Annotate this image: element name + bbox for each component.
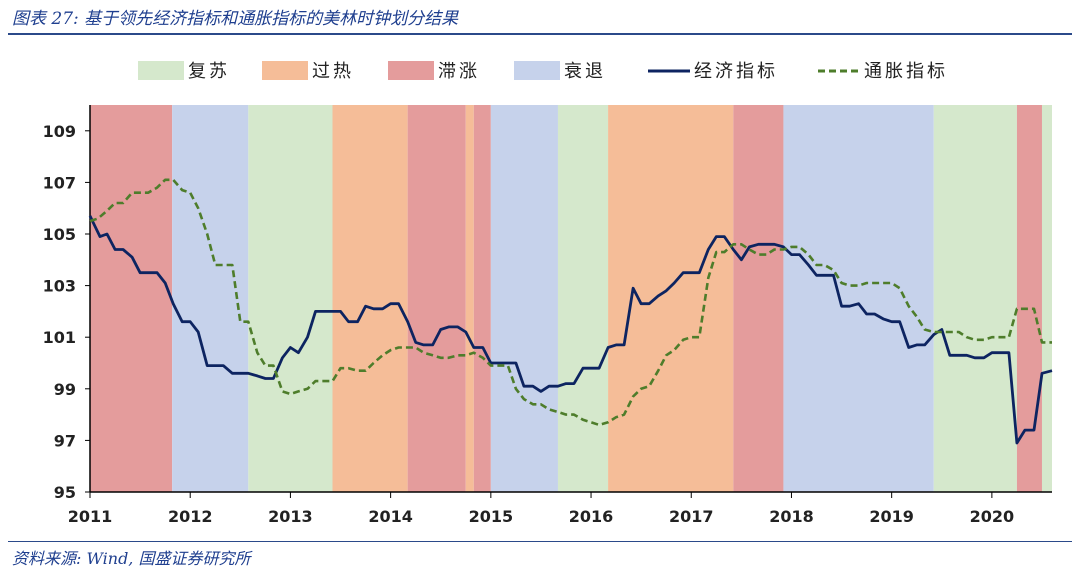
phase-band-7 — [490, 105, 558, 492]
legend-label-5: 通胀指标 — [864, 61, 948, 82]
legend-swatch-1 — [262, 61, 308, 80]
y-tick-label-6: 107 — [43, 173, 76, 192]
phase-band-5 — [465, 105, 474, 492]
phase-band-0 — [90, 105, 173, 492]
legend-label-0: 复苏 — [188, 61, 230, 82]
phase-band-11 — [783, 105, 934, 492]
x-tick-label-2: 2013 — [268, 507, 313, 526]
merrill-clock-chart: 95 97 99 101 103 105 107 109 2011 2012 2013 2014 201… — [43, 105, 1053, 526]
title-rule — [8, 33, 1072, 35]
phase-band-4 — [407, 105, 466, 492]
y-tick-label-2: 99 — [54, 380, 76, 399]
x-tick-label-8: 2019 — [869, 507, 914, 526]
legend-swatch-3 — [514, 61, 560, 80]
x-tick-label-4: 2015 — [469, 507, 514, 526]
legend-label-3: 衰退 — [564, 61, 606, 82]
phase-band-12 — [933, 105, 1017, 492]
y-tick-label-0: 95 — [54, 483, 76, 502]
y-tick-label-3: 101 — [43, 328, 76, 347]
series-lines — [88, 178, 1053, 445]
phase-band-9 — [608, 105, 734, 492]
y-tick-label-7: 109 — [43, 122, 76, 141]
phase-band-2 — [248, 105, 333, 492]
x-tick-label-7: 2018 — [769, 507, 814, 526]
source-note: 资料来源: Wind, 国盛证券研究所 — [12, 549, 251, 568]
x-tick-label-9: 2020 — [970, 507, 1015, 526]
phase-band-10 — [733, 105, 784, 492]
figure-title: 图表 27: 基于领先经济指标和通胀指标的美林时钟划分结果 — [12, 9, 459, 29]
legend-label-4: 经济指标 — [694, 61, 778, 82]
source-rule — [8, 541, 1072, 542]
phase-bands — [90, 105, 1052, 492]
phase-band-13 — [1016, 105, 1042, 492]
y-tick-label-1: 97 — [54, 431, 76, 450]
phase-band-3 — [332, 105, 408, 492]
chart-legend: 复苏 过热 滞涨 衰退 经济指标 通胀指标 — [138, 61, 948, 82]
phase-band-1 — [172, 105, 249, 492]
legend-label-1: 过热 — [312, 61, 354, 82]
x-tick-label-1: 2012 — [168, 507, 213, 526]
phase-band-6 — [473, 105, 491, 492]
legend-swatch-0 — [138, 61, 184, 80]
x-tick-label-6: 2017 — [669, 507, 714, 526]
legend-swatch-2 — [388, 61, 434, 80]
legend-label-2: 滞涨 — [438, 61, 480, 82]
y-tick-label-5: 105 — [43, 225, 76, 244]
series-line-0 — [88, 215, 1053, 445]
x-tick-label-3: 2014 — [368, 507, 413, 526]
x-tick-label-0: 2011 — [68, 507, 113, 526]
y-tick-label-4: 103 — [43, 277, 76, 296]
x-tick-label-5: 2016 — [569, 507, 614, 526]
phase-band-14 — [1041, 105, 1052, 492]
phase-band-8 — [557, 105, 609, 492]
axes: 95 97 99 101 103 105 107 109 2011 2012 2013 2014 201… — [43, 105, 1052, 526]
